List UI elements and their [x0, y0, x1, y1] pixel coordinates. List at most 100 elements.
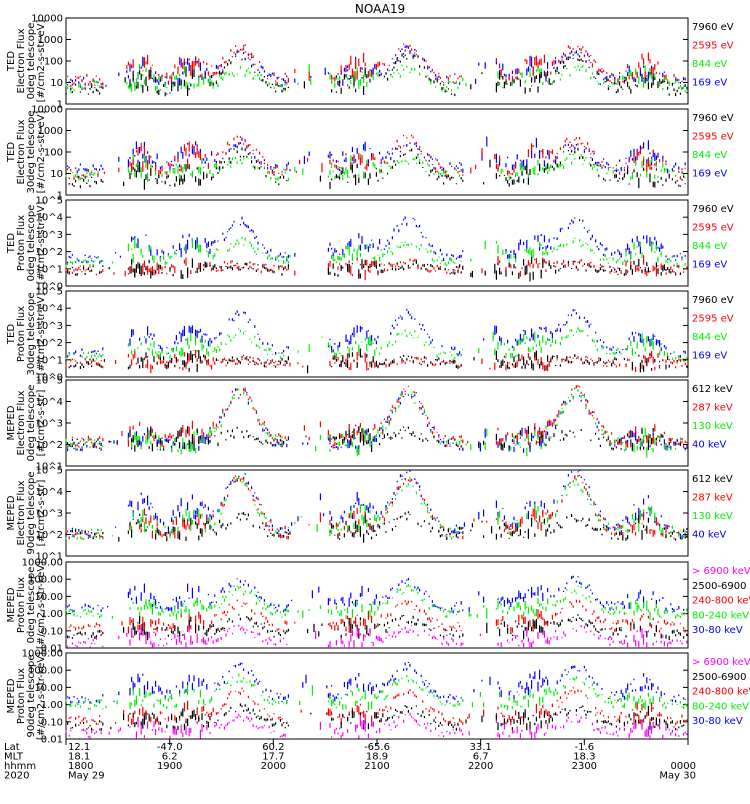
x-tick-label-hhmm: 2000 [261, 761, 286, 772]
y-tick-label: 10000 [31, 105, 63, 116]
panel-8: 0.010.101.0010.00100.001000.00MEPEDProto… [6, 649, 750, 746]
series-black-marks [67, 426, 688, 452]
y-axis-label-line: [#/cm2-s-str-eV] [36, 202, 47, 285]
y-tick-label: 0.01 [41, 644, 63, 655]
legend-entry: 169 eV [692, 169, 727, 180]
y-tick-label: 0.01 [41, 735, 63, 746]
legend-entry: 612 keV [692, 384, 733, 395]
series-red-marks [65, 687, 688, 726]
y-tick-label: 10^2 [36, 338, 63, 349]
y-axis-label-line: Electron Flux [16, 28, 27, 93]
y-tick-label: 10^5 [36, 466, 63, 477]
series-green-marks [65, 584, 688, 621]
y-tick-label: 10^5 [36, 287, 63, 298]
y-tick-label: 10^1 [36, 355, 63, 366]
x-tick-label-hhmm: 2200 [468, 761, 493, 772]
y-axis-label-line: TED [6, 51, 17, 72]
y-tick-label: 10^0 [36, 282, 63, 293]
y-tick-label: 10^5 [36, 376, 63, 387]
legend-entry: 844 eV [692, 59, 727, 70]
legend-entry: 844 eV [692, 150, 727, 161]
y-tick-label: 10^1 [36, 264, 63, 275]
y-tick-label: 10^5 [36, 196, 63, 207]
x-axis-row-label: hhmm [4, 761, 36, 772]
legend-entry: 240-800 keV [692, 596, 750, 607]
y-axis-label-line: [#/cm2-s-str] [36, 479, 47, 546]
legend-entry: 80-240 keV [692, 701, 749, 712]
y-tick-label: 1 [57, 191, 63, 202]
y-tick-label: 10^3 [36, 321, 63, 332]
y-axis-label-line: [#/cm2-s-str-eV] [36, 111, 47, 194]
y-axis-label-line: 0deg telescope [26, 23, 37, 100]
y-tick-label: 100.00 [28, 666, 63, 677]
y-axis-label-line: Electron Flux [16, 390, 27, 455]
x-tick-label-lat: -1.6 [575, 742, 595, 753]
series-blue-marks [67, 216, 686, 264]
legend-entry: > 6900 keV [692, 566, 750, 577]
y-axis-label-line: TED [6, 324, 17, 345]
series-black-marks [68, 147, 686, 190]
x-tick-label-hhmm: 2100 [364, 761, 389, 772]
y-axis-label-line: [#/cm2-s-str] [36, 389, 47, 456]
series-red-marks [65, 474, 688, 540]
y-tick-label: 1 [57, 100, 63, 111]
y-axis-label: MEPEDProton Flux90deg telescope[#/cm2-s-… [6, 652, 47, 740]
series-magenta-marks [65, 624, 688, 648]
x-tick-label-date: May 29 [68, 771, 105, 782]
y-axis-label-line: 0deg telescope [26, 205, 37, 282]
y-axis-label-line: 0deg telescope [26, 385, 37, 462]
y-tick-label: 10^3 [36, 509, 63, 520]
y-axis-label-line: 90deg telescope [26, 654, 37, 737]
y-tick-label: 10^2 [36, 530, 63, 541]
y-axis-label-line: [#/cm2-s-str-eV] [36, 293, 47, 376]
y-tick-label: 10 [50, 78, 63, 89]
y-axis-label-line: Proton Flux [16, 306, 27, 362]
x-tick-label-mlt: 17.7 [262, 752, 284, 763]
y-axis-label-line: TED [6, 142, 17, 163]
y-axis-label-line: 90deg telescope [26, 471, 37, 554]
y-axis-label-line: Proton Flux [16, 215, 27, 271]
legend-entry: 169 eV [692, 351, 727, 362]
y-axis-label-line: [#/cm2-s-str-keV] [36, 652, 47, 740]
y-tick-label: 10^0 [36, 373, 63, 384]
x-tick-label-hhmm: 1800 [68, 761, 93, 772]
y-tick-label: 10^2 [36, 440, 63, 451]
legend-entry: 287 keV [692, 493, 733, 504]
y-tick-label: 10^1 [36, 462, 63, 473]
legend-entry: 80-240 keV [692, 610, 749, 621]
legend-entry: 7960 eV [692, 113, 734, 124]
y-axis-label: TEDProton Flux0deg telescope[#/cm2-s-str… [6, 202, 47, 285]
y-axis-label: TEDElectron Flux30deg telescope[#/cm2-s-… [6, 110, 47, 193]
series-green-marks [65, 387, 681, 458]
y-tick-label: 10^4 [36, 397, 63, 408]
x-axis-row-label: Lat [4, 742, 20, 753]
series-green-marks [65, 236, 686, 268]
y-tick-label: 1000 [38, 35, 63, 46]
x-tick-label-mlt: 18.9 [366, 752, 388, 763]
legend-entry: 40 keV [692, 440, 726, 451]
x-tick-label-lat: 12.1 [68, 742, 90, 753]
y-tick-label: 10^4 [36, 304, 63, 315]
y-tick-label: 100 [44, 148, 63, 159]
panel-7: 0.010.101.0010.00100.001000.00MEPEDProto… [6, 558, 750, 655]
legend-entry: 844 eV [692, 241, 727, 252]
legend-entry: > 6900 keV [692, 657, 750, 668]
legend-entry: 169 eV [692, 260, 727, 271]
x-tick-label-hhmm: 0000 [671, 761, 696, 772]
y-axis-label-line: 30deg telescope [26, 292, 37, 375]
y-axis-label-line: MEPED [6, 495, 17, 530]
x-tick-label-lat: 60.2 [262, 742, 284, 753]
panel-frame [65, 561, 689, 649]
x-tick-label-mlt: 18.1 [68, 752, 90, 763]
legend-entry: 2595 eV [692, 223, 734, 234]
series-black-marks [65, 257, 685, 282]
y-tick-label: 1000 [38, 126, 63, 137]
y-axis-label-line: Electron Flux [16, 119, 27, 184]
legend-entry: 7960 eV [692, 295, 734, 306]
y-axis-label: MEPEDElectron Flux90deg telescope[#/cm2-… [6, 471, 47, 554]
x-tick-label-mlt: 18.3 [573, 752, 595, 763]
y-tick-label: 0.10 [41, 717, 63, 728]
